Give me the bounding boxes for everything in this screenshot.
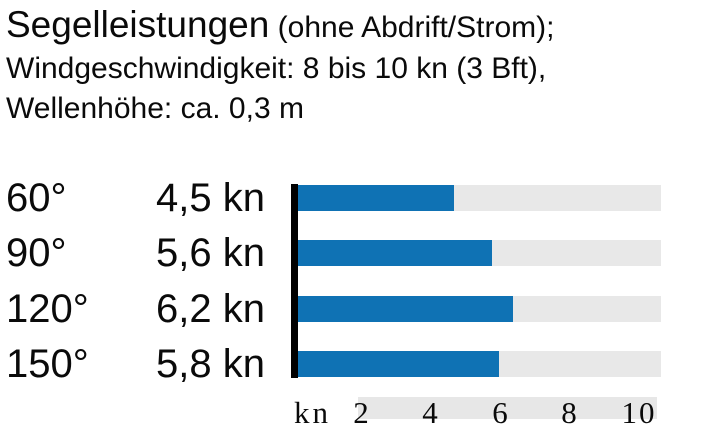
wind-speed-subtitle: Windgeschwindigkeit: 8 bis 10 kn (3 Bft)…	[6, 52, 547, 85]
wave-height-subtitle: Wellenhöhe: ca. 0,3 m	[6, 92, 304, 125]
x-axis-tick-label: 8	[561, 395, 579, 430]
chart-row: 150° 5,8 kn	[0, 342, 712, 386]
speed-bar	[298, 240, 492, 266]
speed-bar	[298, 296, 513, 322]
chart-title-suffix: (ohne Abdrift/Strom);	[269, 11, 555, 44]
course-angle-label: 90°	[6, 231, 67, 275]
chart-row: 60° 4,5 kn	[0, 176, 712, 220]
x-axis-tick-label: 10	[621, 395, 657, 430]
chart-header: Segelleistungen (ohne Abdrift/Strom); Wi…	[6, 4, 554, 129]
course-angle-label: 60°	[6, 176, 67, 220]
x-axis-tick-label: 4	[422, 395, 440, 430]
x-axis-tick-label: 2	[353, 395, 371, 430]
chart-row: 120° 6,2 kn	[0, 287, 712, 331]
speed-value-label: 5,6 kn	[156, 231, 265, 275]
chart-row: 90° 5,6 kn	[0, 231, 712, 275]
x-axis-unit-label: kn	[294, 395, 331, 430]
y-axis-line	[291, 184, 298, 378]
chart-title: Segelleistungen	[6, 4, 270, 45]
x-axis-tick-label: 6	[492, 395, 510, 430]
speed-bar	[298, 185, 454, 211]
course-angle-label: 150°	[6, 342, 89, 386]
course-angle-label: 120°	[6, 287, 89, 331]
speed-value-label: 5,8 kn	[156, 342, 265, 386]
speed-value-label: 4,5 kn	[156, 176, 265, 220]
speed-bar	[298, 351, 499, 377]
speed-value-label: 6,2 kn	[156, 287, 265, 331]
x-axis-tick-band	[358, 397, 657, 419]
title-line: Segelleistungen (ohne Abdrift/Strom);	[6, 4, 554, 49]
